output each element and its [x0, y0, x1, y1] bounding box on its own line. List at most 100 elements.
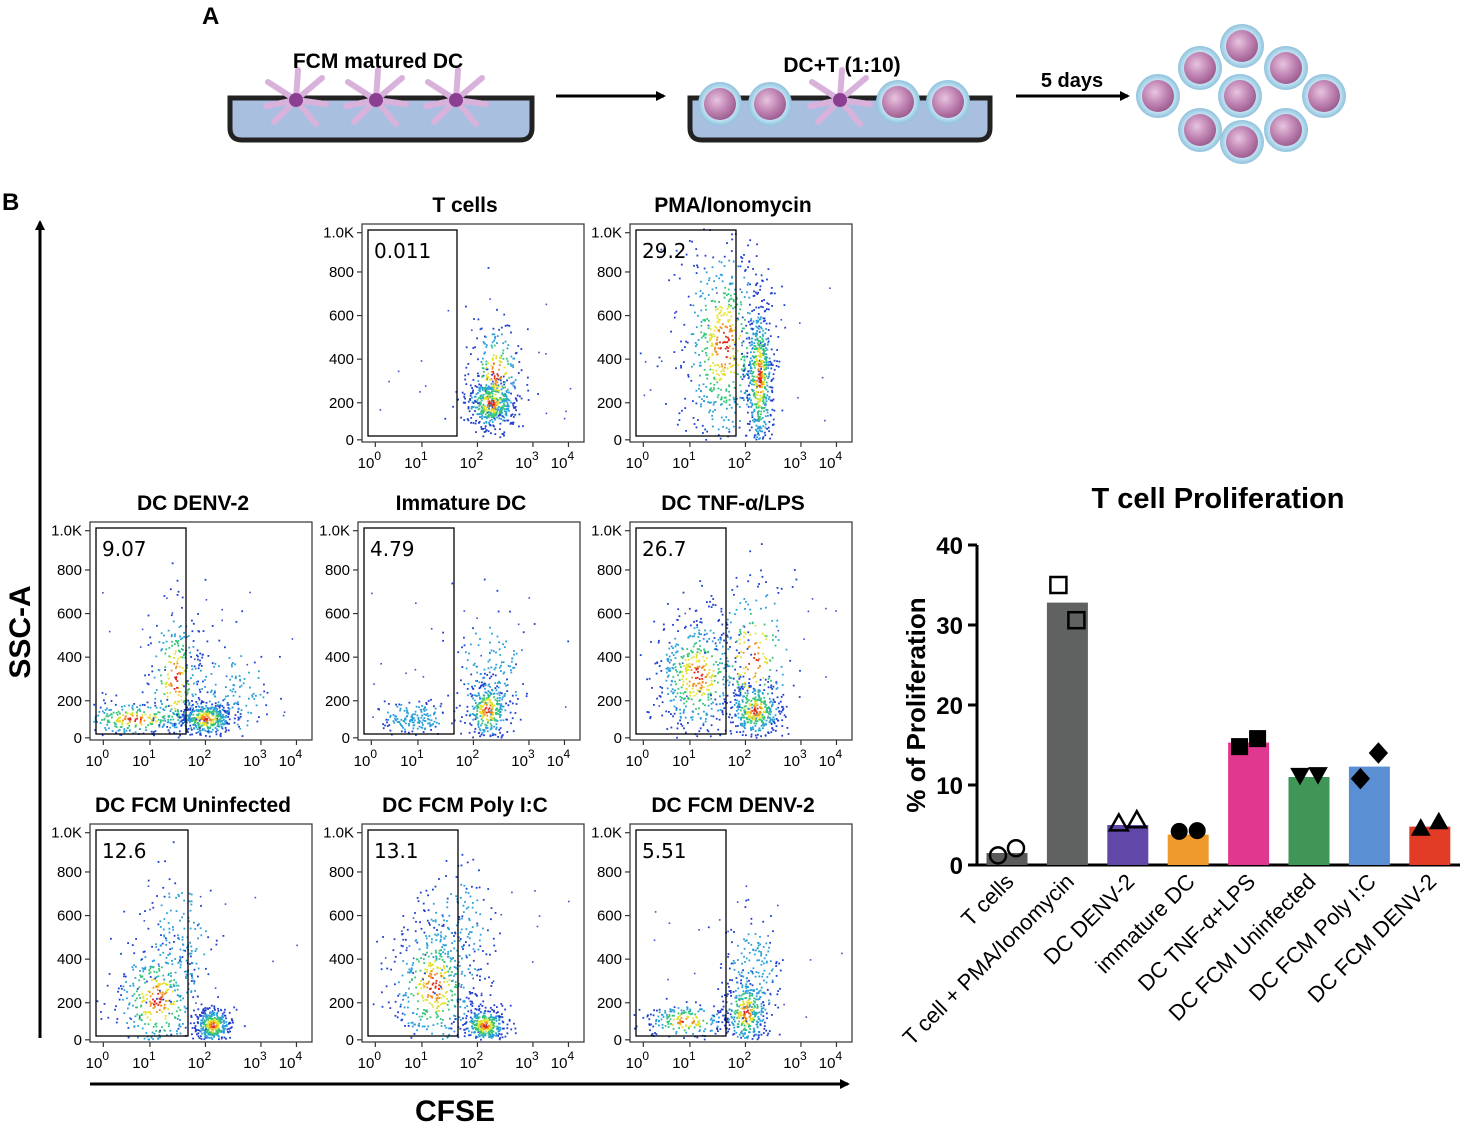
flow-plot-frame — [629, 223, 853, 443]
flow-plot-events — [96, 841, 298, 1041]
y-tick-label: 0 — [74, 730, 82, 747]
x-tick-label: 104 — [547, 747, 571, 770]
y-tick-label: 200 — [329, 995, 354, 1012]
data-point — [1350, 767, 1371, 790]
y-tick-label: 200 — [57, 995, 82, 1012]
t-cell-icon — [1178, 108, 1222, 152]
x-tick-label: 102 — [728, 747, 752, 770]
x-tick-label: 104 — [551, 449, 575, 472]
x-tick-label: 100 — [358, 449, 382, 472]
panel-b: B SSC-A CFSE T cells0.0111.0K80060040020… — [2, 189, 1460, 1128]
y-tick-label: 1.0K — [591, 825, 622, 842]
y-tick-label: 600 — [325, 606, 350, 623]
flow-plot-frame — [629, 521, 853, 741]
data-point — [1125, 808, 1148, 829]
t-cell-icon — [1264, 46, 1308, 90]
x-tick-label: 101 — [132, 747, 156, 770]
gate-percentage: 12.6 — [102, 839, 147, 863]
x-tick-label: 101 — [132, 1049, 156, 1072]
flow-plot: DC FCM Uninfected12.61.0K800600400200010… — [51, 794, 313, 1072]
dish-dc-t-coculture — [687, 67, 993, 143]
t-cell-icon — [1302, 74, 1346, 118]
y-tick-label: 1.0K — [323, 825, 354, 842]
x-tick-label: 104 — [279, 1049, 303, 1072]
x-tick-label: 102 — [188, 747, 212, 770]
data-point — [1107, 811, 1130, 832]
x-tick-label: 101 — [404, 1049, 428, 1072]
x-tick-label: 104 — [819, 747, 843, 770]
gate-rectangle — [95, 527, 187, 735]
y-tick-label: 400 — [329, 951, 354, 968]
y-tick-label: 800 — [325, 562, 350, 579]
y-tick-label: 0 — [346, 1032, 354, 1049]
flow-plot-frame — [89, 521, 313, 741]
x-tick-label: 103 — [515, 449, 539, 472]
x-tick-label: 104 — [551, 1049, 575, 1072]
x-tick-label: 100 — [86, 747, 110, 770]
gate-rectangle — [367, 229, 458, 437]
y-tick-label: 600 — [329, 908, 354, 925]
flow-plot-frame — [357, 521, 581, 741]
y-tick-label: 800 — [597, 864, 622, 881]
x-tick-label: 100 — [626, 1049, 650, 1072]
data-point — [1308, 767, 1328, 785]
y-tick-label: 200 — [597, 395, 622, 412]
gate-rectangle — [367, 829, 459, 1037]
t-cell-icon — [1220, 24, 1264, 68]
x-tick-label: 104 — [819, 1049, 843, 1072]
flow-plot-events — [639, 543, 837, 739]
x-tick-label: 102 — [460, 449, 484, 472]
y-tick-label: 1.0K — [319, 523, 350, 540]
x-tick-label: 101 — [672, 449, 696, 472]
flow-plot-frame — [361, 823, 585, 1043]
x-tick-label: 100 — [358, 1049, 382, 1072]
x-tick-label: 103 — [515, 1049, 539, 1072]
t-cell-icon — [1220, 120, 1264, 164]
flow-plot-frame — [89, 823, 313, 1043]
y-tick-label: 0 — [346, 432, 354, 449]
t-cell-icon — [698, 82, 742, 126]
flow-plot-events — [633, 885, 843, 1041]
y-tick-label: 600 — [329, 308, 354, 325]
gate-percentage: 29.2 — [642, 239, 687, 263]
y-tick-label: 800 — [57, 864, 82, 881]
ssc-axis-label: SSC-A — [4, 585, 37, 678]
flow-plot-title: Immature DC — [396, 492, 527, 515]
flow-plot-title: PMA/Ionomycin — [654, 194, 812, 217]
y-tick-label: 1.0K — [51, 523, 82, 540]
y-tick-label: 200 — [597, 995, 622, 1012]
t-cell-icon — [1218, 74, 1262, 118]
cfse-axis-label: CFSE — [415, 1095, 495, 1128]
x-tick-label: 100 — [354, 747, 378, 770]
y-axis-label: % of Proliferation — [901, 597, 931, 812]
dendritic-cell-icon — [263, 67, 329, 127]
flow-plot-events — [639, 228, 831, 441]
gate-rectangle — [363, 527, 455, 735]
panel-a: A FCM matured DC — [202, 3, 1346, 164]
flow-plot-events — [93, 562, 294, 739]
gate-rectangle — [635, 229, 737, 437]
y-tick-label: 800 — [329, 864, 354, 881]
y-tick-label: 400 — [57, 951, 82, 968]
proliferated-t-cells — [1136, 24, 1346, 164]
y-tick-label: 1.0K — [323, 225, 354, 242]
t-cell-icon — [1136, 74, 1180, 118]
y-tick-label: 600 — [57, 908, 82, 925]
flow-plot-title: DC FCM Uninfected — [95, 794, 291, 817]
data-point — [1188, 822, 1206, 840]
y-tick-label: 400 — [597, 351, 622, 368]
y-tick-label: 1.0K — [51, 825, 82, 842]
y-tick-label: 200 — [57, 693, 82, 710]
y-tick-label: 800 — [597, 264, 622, 281]
flow-plot-frame — [361, 223, 585, 443]
flow-plot-title: DC FCM DENV-2 — [651, 794, 814, 817]
y-tick-label: 0 — [614, 1032, 622, 1049]
x-tick-label: 104 — [279, 747, 303, 770]
gate-percentage: 9.07 — [102, 537, 147, 561]
y-tick-label: 0 — [950, 853, 963, 880]
